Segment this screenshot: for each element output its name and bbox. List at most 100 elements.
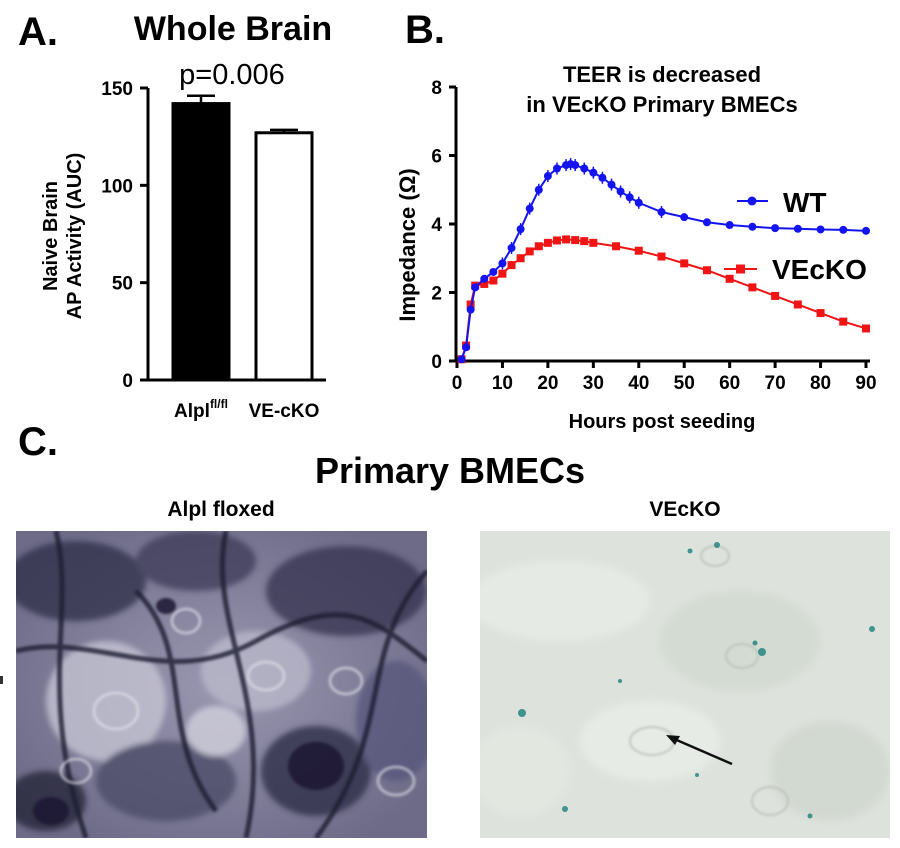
series-wt-point [680, 213, 689, 222]
line-ylabel: Impedance (Ω) [395, 168, 420, 321]
panel-b-letter: B. [405, 8, 445, 52]
series-wt-point [457, 355, 466, 364]
series-wt-point [589, 168, 598, 177]
series-vecko-point [771, 291, 780, 300]
series-vecko-point [516, 254, 525, 263]
series-vecko-point [525, 247, 534, 256]
bar-ytick-label-100: 100 [101, 176, 133, 197]
series-vecko-point [507, 261, 516, 270]
series-wt-point [839, 225, 848, 234]
p-value-annotation: p=0.006 [179, 59, 285, 91]
line-ytick-label-0: 0 [431, 352, 442, 373]
panel-c-letter: C. [18, 420, 58, 464]
series-vecko-point [680, 259, 689, 268]
arrow-shaft [671, 736, 733, 766]
series-wt-point [580, 164, 589, 173]
series-vecko-point [839, 317, 848, 326]
micrograph-left-label: Alpl floxed [167, 498, 275, 521]
bar-category-label-1: Alplfl/fl [174, 397, 228, 422]
series-wt-point [543, 172, 552, 181]
series-wt-point [598, 173, 607, 182]
series-vecko-point [748, 283, 757, 292]
series-wt-point [471, 283, 480, 292]
series-vecko-point [702, 266, 711, 275]
panel-c-title: Primary BMECs [314, 450, 586, 491]
line-chart-title-line2: in VEcKO Primary BMECs [526, 92, 797, 117]
series-wt-point [480, 274, 489, 283]
line-ytick-label-6: 6 [431, 147, 442, 168]
series-vecko-point [480, 279, 489, 288]
series-vecko-point [634, 246, 643, 255]
line-ytick-label-8: 8 [431, 78, 442, 99]
series-vecko-point [793, 300, 802, 309]
micrograph-vecko [480, 531, 890, 838]
series-wt-point [725, 221, 734, 230]
series-vecko-point [862, 324, 870, 333]
line-xtick-label-20: 20 [537, 373, 558, 394]
micrograph-alpl-floxed [16, 531, 427, 838]
series-wt-point [634, 198, 643, 207]
line-xtick-label-50: 50 [674, 373, 695, 394]
series-vecko-point [725, 274, 734, 283]
series-wt-point [793, 224, 802, 233]
series-wt-point [534, 185, 543, 194]
line-xtick-label-0: 0 [452, 373, 463, 394]
series-vecko-point [589, 238, 598, 247]
series-wt-point [862, 226, 870, 235]
series-vecko-point [562, 235, 571, 244]
series-vecko-point [466, 300, 475, 309]
series-wt-point [748, 222, 757, 231]
bar-2 [254, 131, 314, 382]
series-vecko-point [552, 236, 561, 245]
micrograph-right-label: VEcKO [649, 498, 721, 521]
bar-1 [171, 102, 231, 382]
line-chart-title-line1: TEER is decreased [563, 62, 761, 87]
series-vecko-point [534, 242, 543, 251]
panel-a-letter: A. [18, 10, 58, 54]
bar-chart: Whole Brain p=0.006 Naive Brain AP Activ… [40, 10, 332, 422]
line-ytick-label-4: 4 [431, 215, 442, 236]
series-wt-point [625, 193, 634, 202]
line-xtick-label-10: 10 [492, 373, 513, 394]
series-wt-point [489, 267, 498, 276]
series-vecko-point [612, 242, 621, 251]
bar-ytick-label-0: 0 [122, 371, 133, 392]
series-wt-point [516, 225, 525, 234]
legend-vecko-marker [736, 264, 745, 274]
series-vecko-point [816, 309, 825, 318]
series-wt-point [552, 164, 561, 173]
bar-ylabel-line1: Naive Brain [40, 181, 62, 291]
series-vecko-point [543, 238, 552, 247]
series-wt-point [771, 224, 780, 233]
legend: WT VEcKO [724, 187, 867, 285]
series-wt-point [616, 187, 625, 196]
line-xtick-label-80: 80 [810, 373, 831, 394]
series-vecko-point [657, 252, 666, 261]
series-wt-point [525, 204, 534, 213]
series-wt-point [462, 343, 471, 352]
line-ytick-label-2: 2 [431, 284, 442, 305]
series-vecko-point [489, 276, 498, 285]
arrow-head [666, 735, 680, 745]
bar-ylabel-line2: AP Activity (AUC) [64, 153, 86, 320]
legend-wt-marker [747, 196, 757, 206]
legend-vecko-label: VEcKO [772, 254, 867, 285]
series-wt-point [507, 243, 516, 252]
series-vecko-point [580, 237, 589, 246]
bar-ytick-label-50: 50 [112, 274, 133, 295]
legend-wt-label: WT [783, 187, 827, 218]
line-xtick-label-60: 60 [719, 373, 740, 394]
series-vecko-point [571, 236, 580, 245]
series-wt-point [816, 225, 825, 234]
series-wt-point [498, 259, 507, 268]
stray-edge-mark [0, 676, 3, 684]
line-xtick-label-70: 70 [765, 373, 786, 394]
series-wt-point [657, 208, 666, 217]
series-wt-point [571, 161, 580, 170]
line-chart: TEER is decreased in VEcKO Primary BMECs… [395, 62, 877, 433]
series-wt-point [466, 305, 475, 314]
line-xtick-label-90: 90 [855, 373, 876, 394]
series-vecko-point [498, 269, 507, 278]
bar-category-label-2: VE-cKO [249, 401, 320, 422]
series-wt-point [607, 180, 616, 189]
